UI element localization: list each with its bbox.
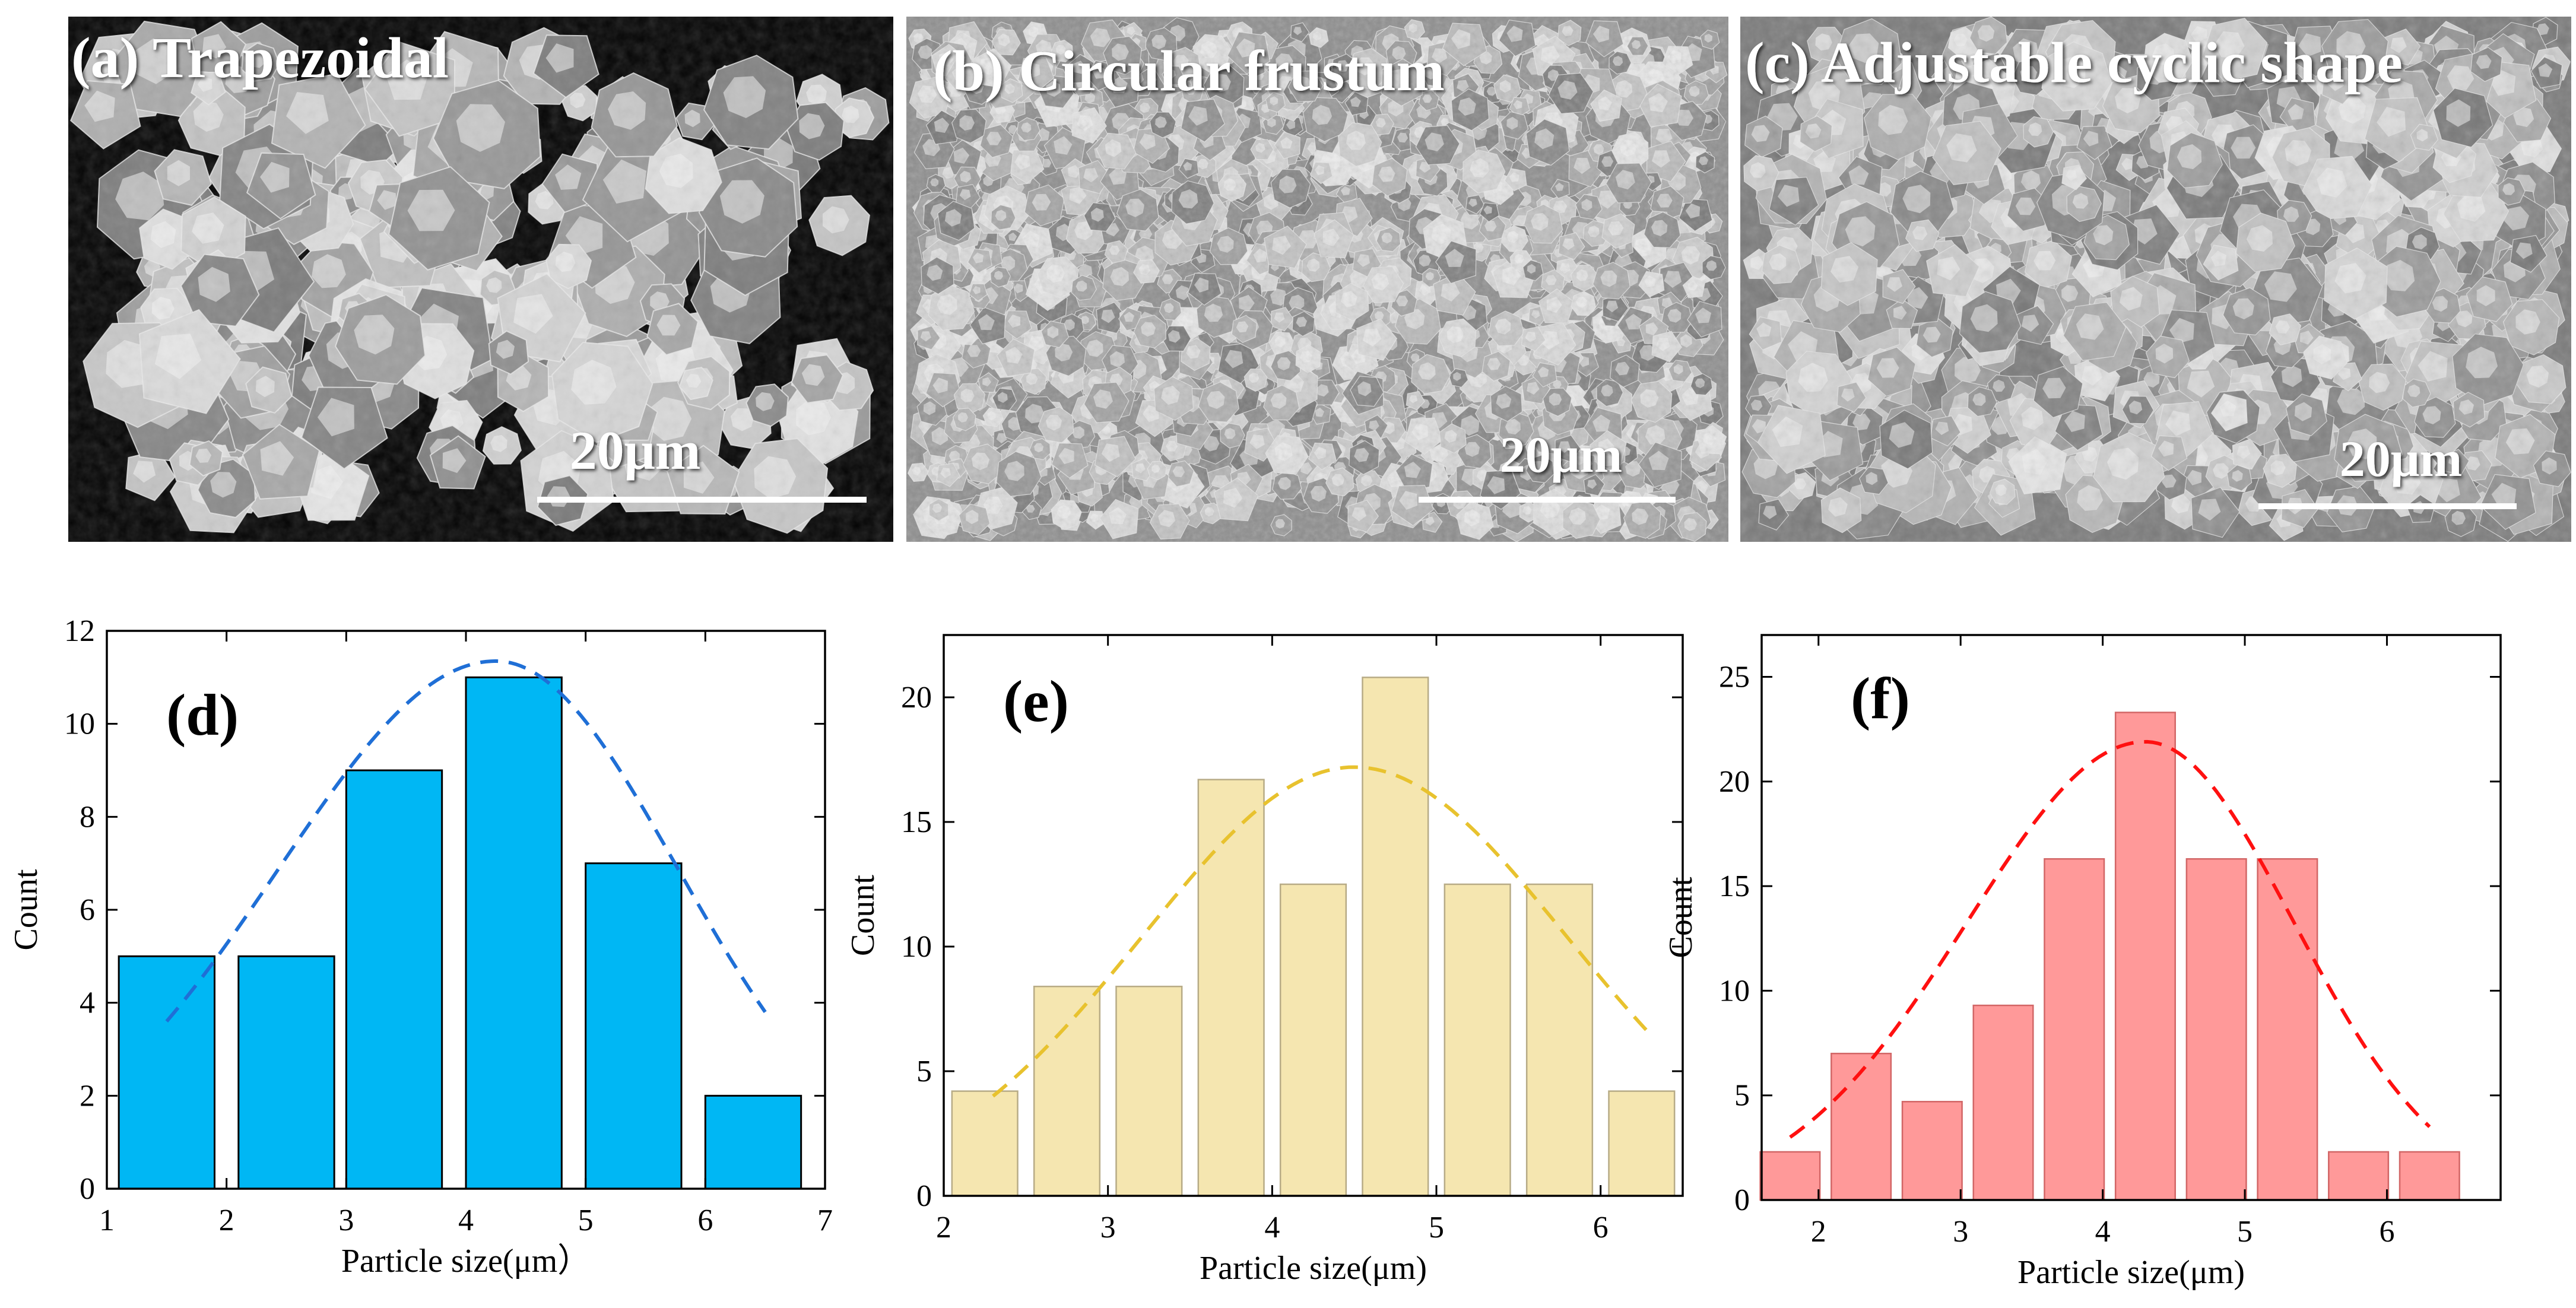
y-tick-label: 2 (80, 1079, 95, 1113)
histogram-bar (1831, 1052, 1892, 1201)
x-axis-label: Particle size(μm） (341, 1243, 591, 1280)
y-tick-label: 10 (1719, 974, 1750, 1008)
x-tick-label: 3 (1100, 1211, 1116, 1244)
y-tick-label: 20 (1719, 765, 1750, 799)
x-tick-label: 5 (1429, 1211, 1444, 1244)
x-tick-label: 5 (2237, 1215, 2253, 1249)
x-tick-label: 6 (2379, 1215, 2394, 1249)
x-tick-label: 1 (99, 1204, 115, 1237)
histogram-bar (118, 955, 215, 1190)
sem-panel-label: (b) Circular frustum (933, 39, 1445, 103)
x-tick-label: 6 (1593, 1211, 1609, 1244)
histogram-bar (1444, 883, 1511, 1197)
x-tick-label: 4 (2095, 1215, 2111, 1249)
y-tick-label: 15 (1719, 869, 1750, 903)
x-tick-label: 2 (936, 1211, 951, 1244)
y-axis-label: Count (1663, 877, 1699, 958)
x-axis-label: Particle size(μm) (2017, 1254, 2245, 1291)
x-tick-label: 7 (817, 1204, 833, 1237)
histogram-bar (1279, 883, 1347, 1197)
histogram-bar (585, 862, 683, 1190)
scale-bar-label: 20μm (2340, 430, 2462, 487)
histogram-bar (237, 955, 335, 1190)
panel-label: (d) (166, 682, 239, 748)
sem-panel-label: (a) Trapezoidal (71, 26, 449, 90)
y-tick-label: 5 (1734, 1079, 1750, 1113)
y-tick-label: 20 (901, 681, 932, 715)
histogram-bar (1759, 1151, 1821, 1201)
histogram-bar (704, 1094, 802, 1190)
histogram-bar (1197, 779, 1265, 1197)
histogram-bar (1901, 1101, 1963, 1201)
y-tick-label: 8 (80, 800, 95, 834)
y-axis-label: Count (8, 869, 45, 950)
y-tick-label: 10 (901, 930, 932, 964)
y-tick-label: 5 (916, 1055, 932, 1088)
y-axis-label: Count (845, 875, 881, 956)
panel-label: (f) (1851, 665, 1910, 731)
x-tick-label: 3 (1953, 1215, 1968, 1249)
x-tick-label: 5 (578, 1204, 594, 1237)
histogram-bar (2399, 1151, 2460, 1201)
sem-image-b: 20μm (b) Circular frustum (906, 17, 1728, 542)
histogram-e: 2 3 4 5 6 0 5 10 15 20 Particle size(μm) Count (e) (845, 634, 1684, 1287)
x-axis-label: Particle size(μm) (1200, 1250, 1427, 1287)
y-tick-label: 0 (916, 1179, 932, 1213)
histogram-bar (1608, 1090, 1676, 1197)
histogram-bar (951, 1090, 1019, 1197)
histogram-bar (465, 676, 563, 1190)
x-tick-label: 2 (219, 1204, 234, 1237)
histogram-bar (1525, 883, 1594, 1197)
y-tick-label: 0 (80, 1172, 95, 1206)
sem-panel-label: (c) Adjustable cyclic shape (1745, 31, 2403, 95)
histogram-bar (1115, 985, 1183, 1197)
sem-texture (68, 17, 893, 542)
scale-bar-label: 20μm (1500, 426, 1622, 483)
scale-bar-label: 20μm (570, 420, 701, 481)
sem-image-a: 20μm (a) Trapezoidal (68, 17, 893, 542)
histogram-bar (1033, 985, 1101, 1197)
sem-image-c: 20μm (c) Adjustable cyclic shape (1740, 16, 2571, 542)
histogram-bar (2044, 858, 2105, 1201)
histogram-bar (2185, 858, 2247, 1201)
histogram-bar (2328, 1151, 2390, 1201)
x-tick-label: 3 (338, 1204, 354, 1237)
histogram-f: 2 3 4 5 6 0 5 10 15 20 25 Particle size(μm) Count (f) (1663, 634, 2502, 1291)
histogram-bar (1362, 677, 1429, 1197)
x-tick-label: 2 (1811, 1215, 1826, 1249)
x-tick-label: 4 (1264, 1211, 1280, 1244)
y-tick-label: 15 (901, 805, 932, 839)
x-tick-label: 4 (458, 1204, 474, 1237)
y-tick-label: 4 (80, 986, 95, 1020)
histogram-bar (2114, 712, 2176, 1201)
x-tick-label: 6 (697, 1204, 713, 1237)
y-tick-label: 6 (80, 893, 95, 927)
panel-label: (e) (1003, 668, 1069, 734)
y-tick-label: 10 (64, 707, 95, 741)
y-tick-label: 12 (64, 614, 95, 648)
y-tick-label: 0 (1734, 1183, 1750, 1217)
histogram-bar (345, 769, 443, 1190)
histogram-bar (1972, 1004, 2034, 1201)
y-tick-label: 25 (1719, 661, 1750, 694)
